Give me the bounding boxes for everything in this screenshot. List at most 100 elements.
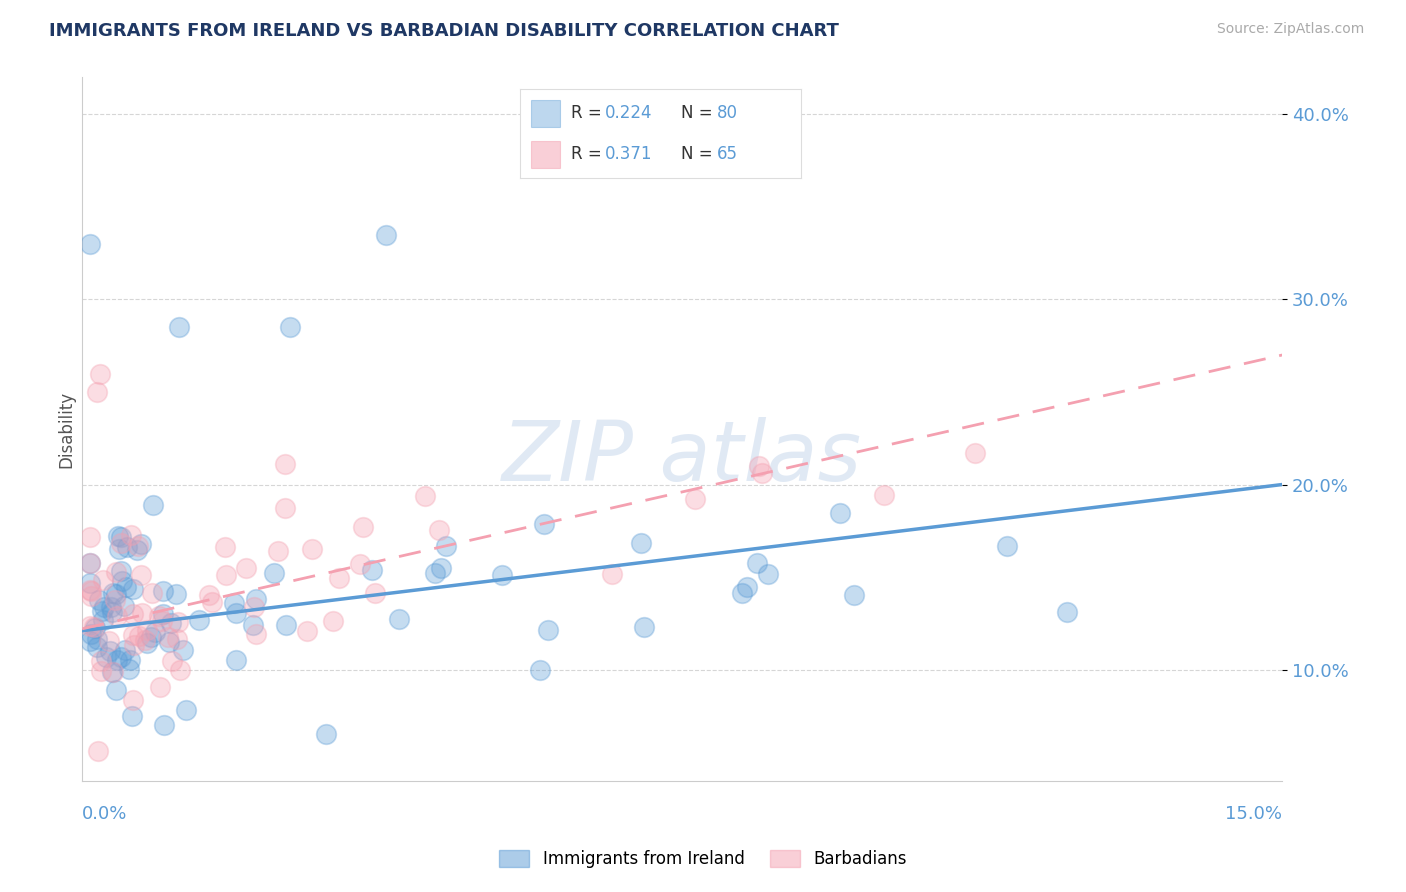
Point [842,588,865,602]
Point [121,708,143,723]
Point [111,574,134,588]
Point [79,556,101,570]
Point [93,599,115,614]
Point [120,528,142,542]
Point [375,227,398,242]
Point [434,539,457,553]
Point [172,643,194,657]
Point [630,536,652,550]
Point [274,501,297,516]
Point [167,320,190,334]
Point [110,530,132,544]
Point [600,567,623,582]
Point [243,600,266,615]
Point [122,638,145,652]
Bar [531,141,560,168]
Point [352,520,374,534]
Text: 0.0%: 0.0% [82,805,128,823]
Point [122,582,145,597]
Point [115,580,138,594]
Point [90,664,112,678]
Point [425,566,447,580]
Point [134,633,156,648]
Point [79,237,101,252]
Point [118,662,141,676]
Point [153,718,176,732]
Point [160,615,183,630]
Point [125,543,148,558]
Point [143,624,166,639]
Point [131,606,153,620]
Point [79,556,101,570]
Point [141,586,163,600]
Point [751,466,773,480]
Point [87,593,110,607]
Point [683,492,706,507]
Point [160,654,183,668]
Point [121,628,143,642]
Point [745,556,768,570]
Text: 0.371: 0.371 [605,145,652,163]
Point [105,609,128,624]
Point [110,536,132,550]
Point [188,614,211,628]
Point [157,630,180,644]
Point [214,567,236,582]
Point [112,599,135,614]
Point [91,604,114,618]
Point [108,541,131,556]
Point [118,653,141,667]
Text: N =: N = [681,145,717,163]
Point [169,663,191,677]
Point [83,621,105,635]
Point [363,586,385,600]
Point [225,606,247,620]
Point [105,683,128,698]
Point [429,561,451,575]
Point [150,615,173,629]
Point [110,649,132,664]
Point [166,632,188,647]
Text: N =: N = [681,104,717,122]
Point [295,624,318,638]
Point [533,517,555,532]
Point [965,446,987,460]
Point [142,498,165,512]
Point [278,320,301,334]
Point [114,643,136,657]
Text: IMMIGRANTS FROM IRELAND VS BARBADIAN DISABILITY CORRELATION CHART: IMMIGRANTS FROM IRELAND VS BARBADIAN DIS… [49,22,839,40]
Point [128,629,150,643]
Point [91,613,114,627]
Point [87,744,110,758]
Point [748,458,770,473]
Point [176,703,198,717]
Point [152,584,174,599]
Point [274,617,297,632]
Point [115,541,138,555]
Point [633,620,655,634]
Point [79,619,101,633]
Point [995,539,1018,553]
Point [79,633,101,648]
Point [301,542,323,557]
Point [105,586,128,600]
Point [152,607,174,621]
Point [110,564,132,578]
Text: 80: 80 [717,104,738,122]
Point [80,584,103,599]
Point [79,583,101,598]
Point [201,595,224,609]
Point [225,653,247,667]
Point [86,814,108,828]
Point [1056,605,1078,619]
Point [242,618,264,632]
Text: R =: R = [571,104,607,122]
Point [349,557,371,571]
Point [873,488,896,502]
Point [274,457,297,471]
Point [122,693,145,707]
Point [139,630,162,644]
Point [157,635,180,649]
Point [828,506,851,520]
Point [222,596,245,610]
